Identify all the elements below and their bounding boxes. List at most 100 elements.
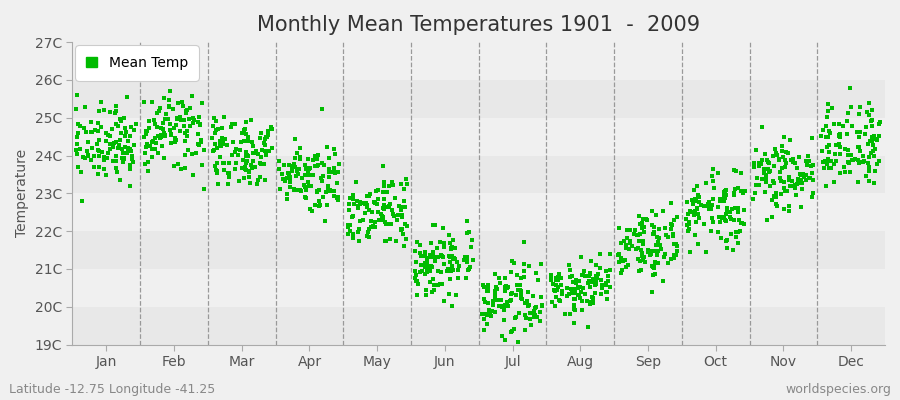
- Bar: [73, 193, 885, 231]
- Point: [350, 198, 365, 204]
- Point: [237, 174, 251, 181]
- Point: [725, 206, 740, 212]
- Point: [775, 148, 789, 154]
- Point: [377, 219, 392, 226]
- Point: [367, 200, 382, 206]
- Point: [257, 142, 272, 148]
- Point: [792, 154, 806, 160]
- Point: [452, 263, 466, 269]
- Point: [181, 147, 195, 153]
- Point: [778, 148, 793, 155]
- Point: [248, 149, 262, 156]
- Point: [788, 185, 802, 192]
- Point: [679, 216, 693, 222]
- Point: [822, 165, 836, 171]
- Point: [586, 300, 600, 307]
- Point: [265, 145, 279, 151]
- Point: [147, 117, 161, 124]
- Point: [151, 150, 166, 156]
- Point: [137, 99, 151, 106]
- Point: [320, 144, 334, 151]
- Point: [488, 271, 502, 278]
- Point: [702, 199, 716, 206]
- Point: [716, 188, 731, 195]
- Point: [832, 120, 846, 127]
- Point: [594, 276, 608, 283]
- Point: [771, 156, 786, 163]
- Point: [265, 126, 279, 132]
- Point: [179, 110, 194, 116]
- Point: [170, 161, 184, 167]
- Bar: [73, 231, 885, 269]
- Point: [486, 298, 500, 304]
- Point: [425, 289, 439, 296]
- Point: [646, 231, 661, 237]
- Point: [653, 242, 668, 248]
- Point: [822, 149, 836, 155]
- Point: [574, 297, 589, 304]
- Point: [585, 278, 599, 285]
- Point: [844, 156, 859, 163]
- Point: [574, 306, 589, 313]
- Point: [564, 273, 579, 280]
- Point: [777, 178, 791, 185]
- Point: [430, 244, 445, 251]
- Point: [860, 109, 874, 116]
- Point: [646, 264, 661, 270]
- Point: [633, 231, 647, 237]
- Point: [343, 222, 357, 228]
- Point: [603, 267, 617, 273]
- Point: [634, 253, 649, 260]
- Point: [379, 237, 393, 244]
- Point: [567, 305, 581, 312]
- Point: [717, 195, 732, 202]
- Point: [275, 175, 290, 182]
- Point: [330, 169, 345, 176]
- Point: [427, 287, 441, 293]
- Point: [705, 202, 719, 208]
- Point: [580, 324, 595, 330]
- Point: [617, 256, 632, 263]
- Point: [418, 259, 432, 266]
- Point: [173, 128, 187, 134]
- Point: [451, 275, 465, 281]
- Point: [731, 239, 745, 246]
- Point: [249, 181, 264, 188]
- Point: [815, 148, 830, 154]
- Point: [192, 114, 206, 120]
- Point: [794, 177, 808, 183]
- Point: [869, 136, 884, 143]
- Point: [790, 165, 805, 172]
- Point: [388, 238, 402, 244]
- Point: [582, 272, 597, 279]
- Point: [443, 266, 457, 272]
- Point: [371, 196, 385, 202]
- Point: [518, 326, 532, 333]
- Point: [727, 167, 742, 173]
- Point: [385, 179, 400, 185]
- Point: [706, 166, 720, 172]
- Point: [353, 199, 367, 205]
- Point: [116, 159, 130, 166]
- Point: [791, 180, 806, 186]
- Point: [283, 179, 297, 186]
- Point: [562, 262, 576, 268]
- Point: [598, 282, 613, 288]
- Point: [773, 191, 788, 198]
- Point: [117, 115, 131, 122]
- Point: [819, 134, 833, 140]
- Point: [806, 162, 820, 168]
- Point: [782, 202, 796, 209]
- Point: [94, 124, 108, 130]
- Point: [383, 201, 398, 208]
- Point: [81, 139, 95, 146]
- Point: [583, 271, 598, 277]
- Point: [97, 165, 112, 172]
- Point: [632, 237, 646, 244]
- Point: [527, 308, 542, 314]
- Point: [533, 308, 547, 315]
- Point: [154, 132, 168, 138]
- Point: [586, 295, 600, 301]
- Point: [76, 125, 91, 132]
- Point: [341, 224, 356, 230]
